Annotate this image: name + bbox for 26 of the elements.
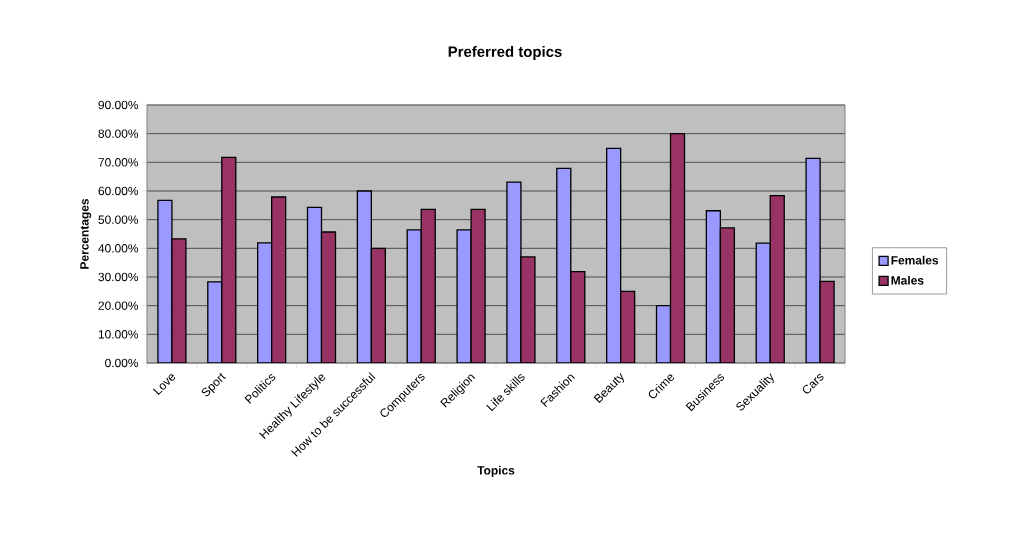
bar: [755, 242, 771, 363]
bar: [556, 167, 572, 363]
y-tick-label: 80.00%: [98, 129, 139, 138]
y-axis-title: Percentages: [80, 198, 92, 269]
y-tick-label: 90.00%: [98, 100, 139, 110]
y-tick-label: 40.00%: [98, 244, 139, 253]
y-tick-label: 0.00%: [105, 358, 139, 368]
legend-label: Females: [891, 255, 939, 265]
legend-label: Males: [891, 275, 924, 285]
bar: [705, 210, 722, 363]
bar: [257, 242, 273, 363]
bar: [207, 281, 223, 363]
y-tick-label: 60.00%: [98, 186, 139, 196]
y-tick-label: 20.00%: [98, 301, 139, 310]
bar: [606, 147, 622, 363]
x-axis-title: Topics: [477, 465, 515, 477]
bar: [306, 206, 323, 363]
bar: [655, 305, 672, 363]
bar: [356, 190, 373, 363]
chart-title: Preferred topics: [448, 46, 562, 60]
y-tick-label: 10.00%: [98, 330, 139, 339]
bar: [406, 229, 422, 363]
y-tick-label: 70.00%: [98, 158, 139, 167]
y-tick-label: 30.00%: [98, 272, 139, 282]
x-tick-label: Cars: [802, 374, 824, 394]
y-tick-label: 50.00%: [98, 215, 139, 224]
